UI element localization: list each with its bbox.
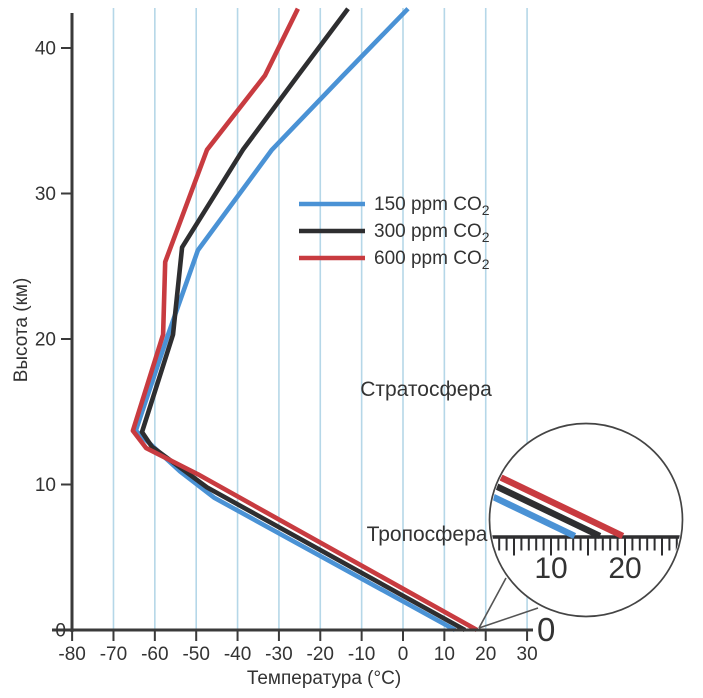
x-tick-label: -80 xyxy=(58,644,85,665)
x-tick-label: 10 xyxy=(434,644,455,665)
series-line-300-ppm-co2 xyxy=(139,7,467,633)
x-tick-label: -60 xyxy=(141,644,168,665)
x-tick-label: -40 xyxy=(224,644,251,665)
x-tick-label: -10 xyxy=(348,644,375,665)
x-tick-label: 20 xyxy=(475,644,496,665)
inset-series-line-150-ppm-co2 xyxy=(491,451,577,539)
y-tick-label: 0 xyxy=(55,621,66,642)
y-tick-label: 10 xyxy=(35,475,56,496)
legend-label-300ppm: 300 ppm CO2 xyxy=(374,221,490,245)
legend: 150 ppm CO2 300 ppm CO2 600 ppm CO2 xyxy=(299,194,490,272)
x-tick-label: -70 xyxy=(100,644,127,665)
stratosphere-label: Стратосфера xyxy=(360,378,492,401)
x-tick-label: 30 xyxy=(517,644,538,665)
magnifier-content xyxy=(491,451,681,556)
y-axis-tick-labels: 0 10 20 30 40 xyxy=(35,39,66,642)
y-axis-ticks xyxy=(61,47,72,631)
x-tick-label: 0 xyxy=(398,644,409,665)
inset-tick-label-20: 20 xyxy=(608,552,641,585)
troposphere-label: Тропосфера xyxy=(367,523,488,546)
y-tick-label: 30 xyxy=(35,184,56,205)
x-axis-tick-labels: -80 -70 -60 -50 -40 -30 -20 -10 0 10 20 30 xyxy=(58,644,537,665)
legend-label-600ppm: 600 ppm CO2 xyxy=(374,248,490,272)
y-tick-label: 20 xyxy=(35,330,56,351)
surface-zero-label: 0 xyxy=(537,611,555,648)
axes: -80 -70 -60 -50 -40 -30 -20 -10 0 10 20 30 0 10 20 30 4… xyxy=(35,13,538,665)
gridlines xyxy=(112,8,528,630)
inset-tick-label-10: 10 xyxy=(534,552,567,585)
y-tick-label: 40 xyxy=(35,39,56,60)
x-tick-label: -50 xyxy=(182,644,209,665)
x-axis-title: Температура (°C) xyxy=(247,668,401,689)
pointer-line-left xyxy=(478,577,507,629)
y-axis-title: Высота (км) xyxy=(11,278,32,383)
series-line-150-ppm-co2 xyxy=(133,7,457,633)
magnifier-pointer xyxy=(478,577,539,629)
x-axis-ticks xyxy=(71,630,529,641)
x-tick-label: -30 xyxy=(265,644,292,665)
legend-label-150ppm: 150 ppm CO2 xyxy=(374,194,490,218)
inset-series-line-300-ppm-co2 xyxy=(491,451,602,539)
temperature-curves xyxy=(130,7,479,633)
series-line-600-ppm-co2 xyxy=(130,7,479,633)
pointer-line-right xyxy=(478,607,539,629)
x-tick-label: -20 xyxy=(307,644,334,665)
inset-series-line-600-ppm-co2 xyxy=(491,451,625,539)
